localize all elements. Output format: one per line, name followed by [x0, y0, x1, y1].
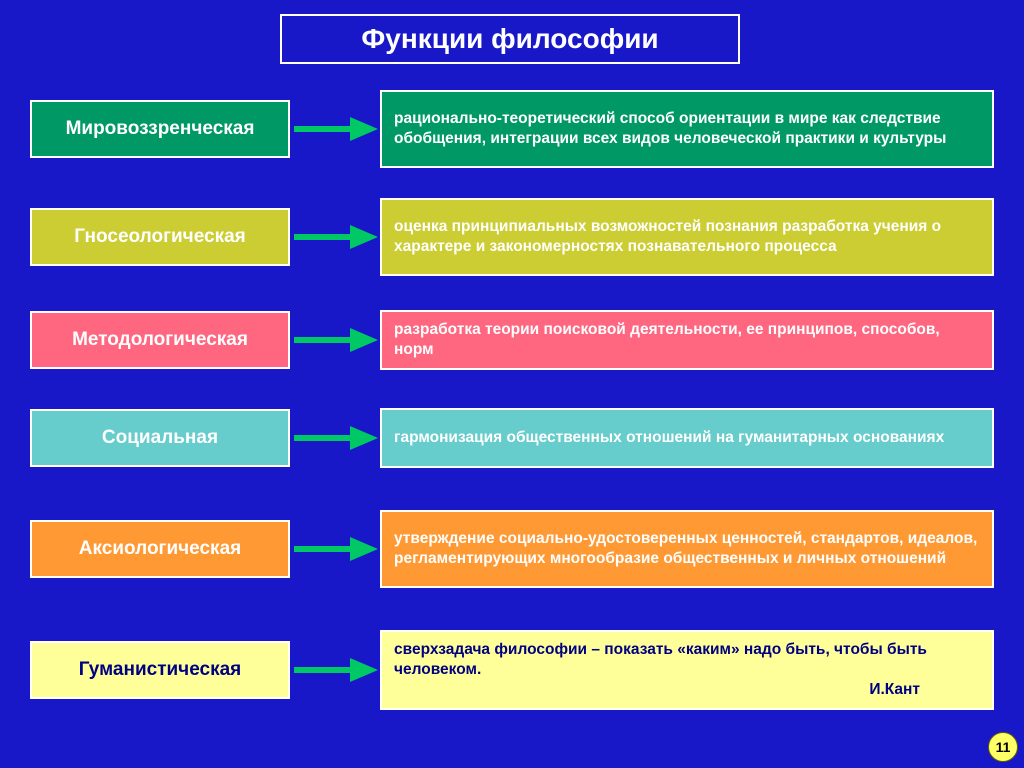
description-text: оценка принципиальных возможностей позна…	[394, 217, 980, 257]
arrow	[290, 655, 380, 685]
attribution-text: И.Кант	[394, 680, 980, 700]
description-text: гармонизация общественных отношений на г…	[394, 428, 944, 448]
arrow	[290, 534, 380, 564]
function-label: Мировоззренческая	[30, 100, 290, 158]
function-label: Социальная	[30, 409, 290, 467]
arrow	[290, 114, 380, 144]
function-description: оценка принципиальных возможностей позна…	[380, 198, 994, 276]
function-row: Гносеологическая оценка принципиальных в…	[30, 198, 994, 276]
function-description: рационально-теоретический способ ориента…	[380, 90, 994, 168]
description-text: разработка теории поисковой деятельности…	[394, 320, 980, 360]
arrow	[290, 222, 380, 252]
description-text: утверждение социально-удостоверенных цен…	[394, 529, 980, 569]
arrow-icon	[292, 534, 378, 564]
function-row: Аксиологическая утверждение социально-уд…	[30, 510, 994, 588]
function-label: Гносеологическая	[30, 208, 290, 266]
description-text: сверхзадача философии – показать «каким»…	[394, 641, 927, 678]
function-description: разработка теории поисковой деятельности…	[380, 310, 994, 370]
arrow	[290, 325, 380, 355]
arrow-icon	[292, 325, 378, 355]
function-row: Методологическая разработка теории поиск…	[30, 310, 994, 370]
function-label: Гуманистическая	[30, 641, 290, 699]
page-number-badge: 11	[988, 732, 1018, 762]
arrow-icon	[292, 655, 378, 685]
description-text: рационально-теоретический способ ориента…	[394, 109, 980, 149]
arrow	[290, 423, 380, 453]
function-description: сверхзадача философии – показать «каким»…	[380, 630, 994, 710]
arrow-icon	[292, 114, 378, 144]
function-label: Методологическая	[30, 311, 290, 369]
function-label: Аксиологическая	[30, 520, 290, 578]
function-row: Социальная гармонизация общественных отн…	[30, 408, 994, 468]
function-row: Гуманистическая сверхзадача философии – …	[30, 630, 994, 710]
arrow-icon	[292, 423, 378, 453]
arrow-icon	[292, 222, 378, 252]
function-description: гармонизация общественных отношений на г…	[380, 408, 994, 468]
diagram-title: Функции философии	[280, 14, 740, 64]
function-row: Мировоззренческая рационально-теоретичес…	[30, 90, 994, 168]
function-description: утверждение социально-удостоверенных цен…	[380, 510, 994, 588]
